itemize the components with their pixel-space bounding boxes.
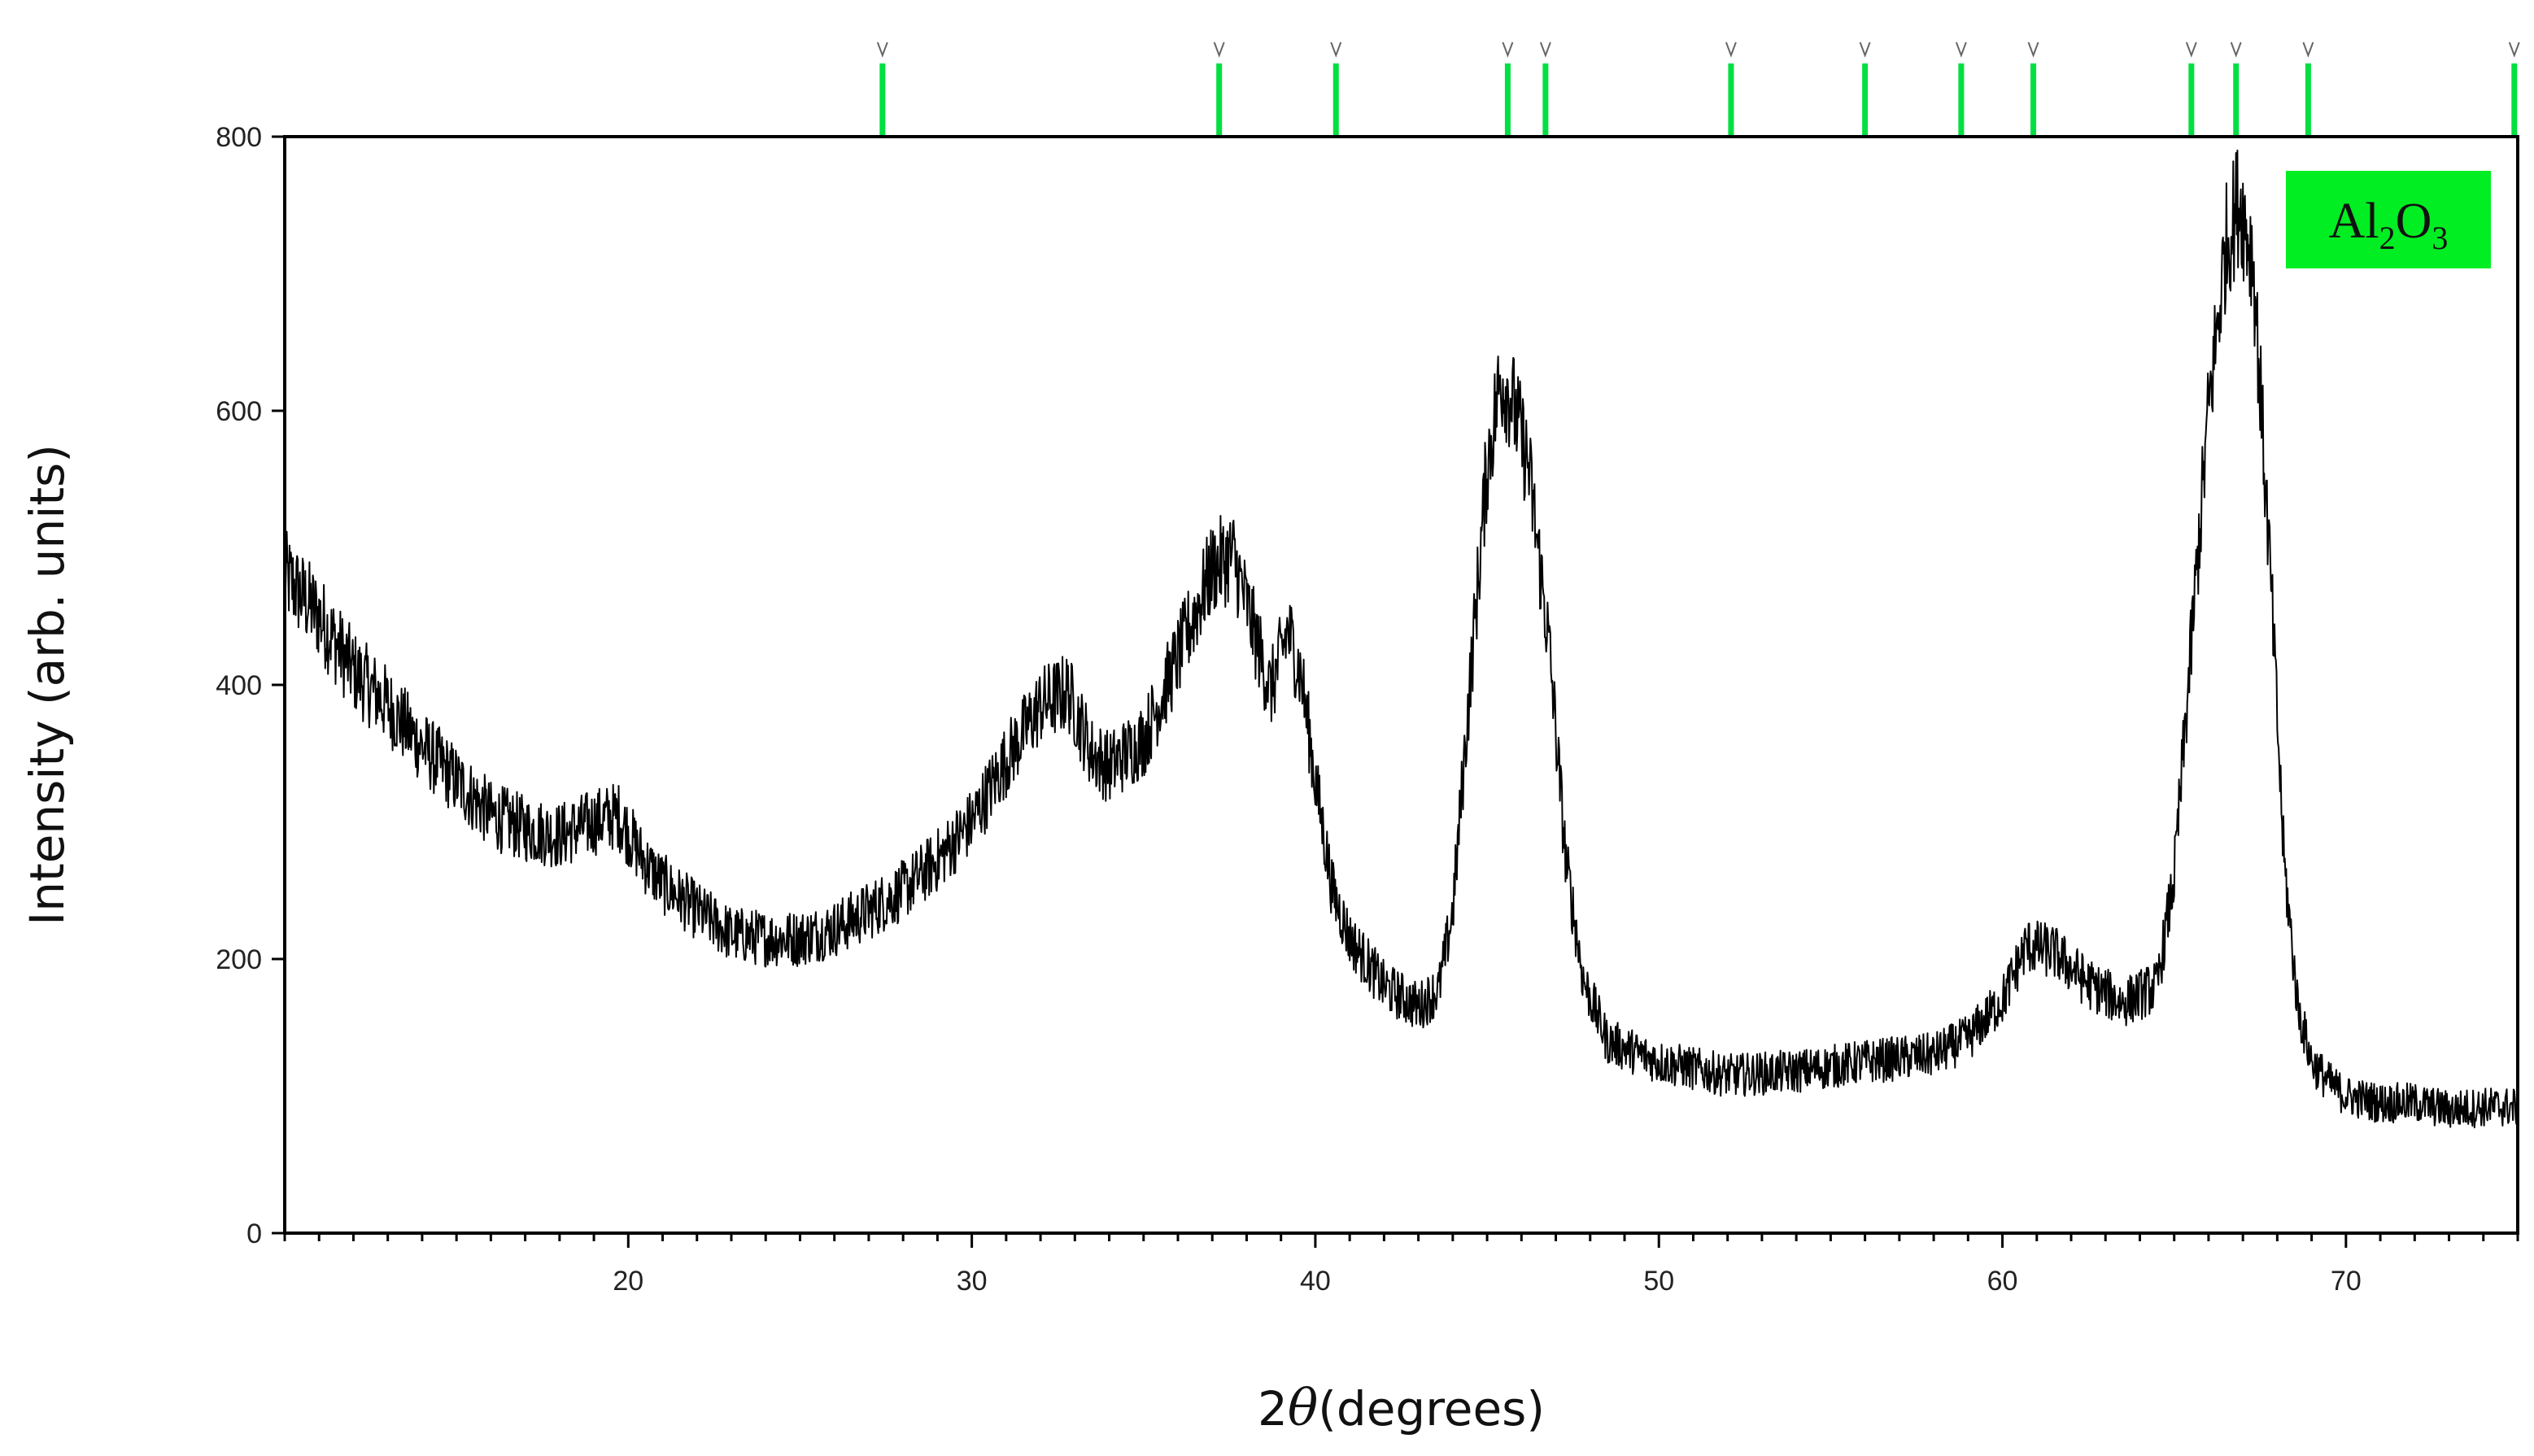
x-tick-label: 40: [1300, 1266, 1331, 1297]
y-tick-label: 600: [216, 396, 262, 427]
y-axis-ticks: 0 200 400 600 800: [216, 122, 285, 1249]
intensity-series-line: [284, 149, 2519, 1129]
x-tick-label: 20: [613, 1266, 643, 1297]
reference-marker-caret: [2230, 41, 2242, 58]
plot-frame: [283, 135, 2519, 1235]
reference-marker-caret: [1330, 41, 1342, 58]
legend-text-part: Al: [2329, 194, 2379, 249]
reference-markers: [876, 41, 2520, 137]
y-axis-title: Intensity (arb. units): [20, 444, 75, 926]
x-tick-label: 50: [1643, 1266, 1674, 1297]
legend-box: [2286, 171, 2491, 268]
x-axis-ticks: 20 30 40 50 60 70: [283, 1233, 2519, 1297]
x-tick-label: 70: [2331, 1266, 2362, 1297]
legend: Al2O3: [2286, 171, 2491, 268]
legend-subscript: 3: [2432, 220, 2448, 256]
x-axis-title: 2θ(degrees): [1258, 1378, 1545, 1437]
reference-marker-caret: [2508, 41, 2520, 58]
reference-marker-caret: [1213, 41, 1225, 58]
legend-text-part: O: [2396, 194, 2432, 249]
y-tick-label: 400: [216, 670, 262, 701]
x-tick-label: 30: [957, 1266, 988, 1297]
reference-marker-caret: [1725, 41, 1737, 58]
reference-marker-caret: [1955, 41, 1967, 58]
reference-marker-caret: [876, 41, 888, 58]
reference-marker-caret: [1859, 41, 1871, 58]
x-axis-title-prefix: 2: [1258, 1381, 1288, 1436]
y-tick-label: 800: [216, 122, 262, 153]
legend-label: Al2O3: [2329, 194, 2449, 256]
x-tick-label: 60: [1987, 1266, 2018, 1297]
reference-marker-caret: [2302, 41, 2314, 58]
y-tick-label: 200: [216, 944, 262, 975]
reference-marker-caret: [1502, 41, 1514, 58]
reference-marker-caret: [2027, 41, 2039, 58]
y-tick-label: 0: [246, 1218, 262, 1249]
reference-marker-caret: [2185, 41, 2197, 58]
x-axis-title-theta: θ: [1288, 1378, 1318, 1437]
reference-marker-caret: [1539, 41, 1551, 58]
legend-subscript: 2: [2379, 220, 2396, 256]
x-axis-title-suffix: (degrees): [1318, 1381, 1545, 1436]
